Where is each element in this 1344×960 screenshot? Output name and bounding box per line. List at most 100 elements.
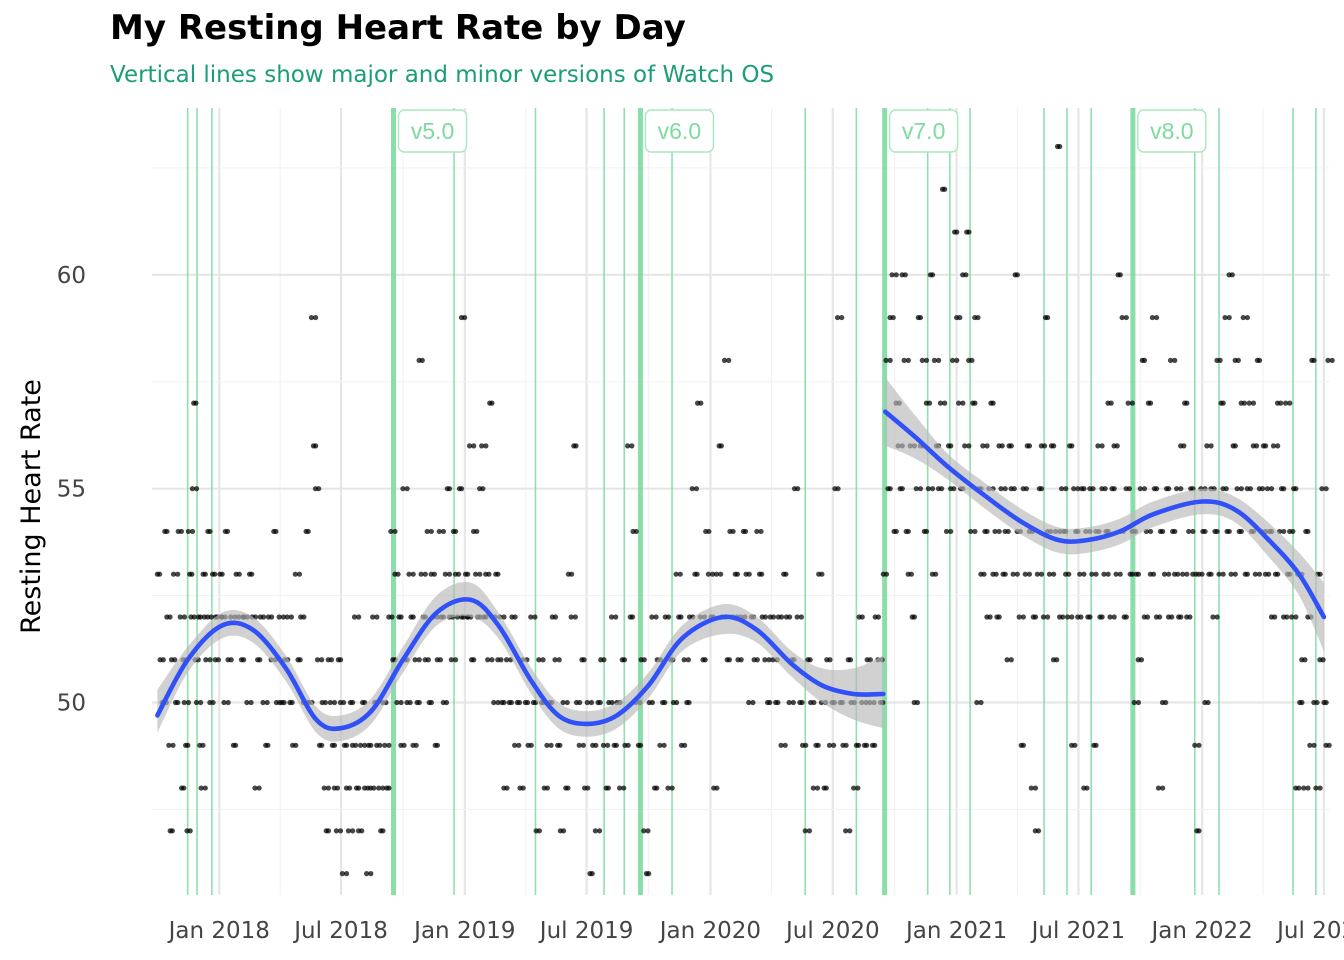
data-point bbox=[301, 614, 307, 620]
data-point bbox=[187, 828, 193, 834]
data-point bbox=[855, 785, 861, 791]
data-point bbox=[1060, 614, 1066, 620]
data-point bbox=[483, 443, 489, 449]
data-point bbox=[597, 699, 603, 706]
data-point bbox=[172, 657, 178, 663]
data-point bbox=[177, 614, 183, 620]
data-point bbox=[1323, 486, 1329, 492]
data-point bbox=[407, 699, 413, 706]
data-point bbox=[799, 699, 805, 706]
data-point bbox=[392, 528, 398, 535]
data-point bbox=[305, 528, 311, 535]
data-point bbox=[1172, 357, 1178, 363]
data-point bbox=[827, 657, 833, 663]
data-point bbox=[1038, 571, 1045, 577]
data-point bbox=[560, 828, 567, 834]
data-point bbox=[386, 785, 392, 791]
data-point bbox=[1301, 785, 1307, 791]
data-point bbox=[1250, 400, 1257, 406]
data-point bbox=[762, 657, 768, 663]
data-point bbox=[164, 528, 170, 535]
data-point bbox=[685, 657, 691, 663]
data-point bbox=[313, 443, 319, 449]
data-point bbox=[1071, 486, 1077, 492]
data-point bbox=[954, 229, 960, 235]
data-point bbox=[665, 785, 671, 791]
data-point bbox=[1023, 486, 1030, 492]
data-point bbox=[673, 571, 679, 577]
data-point bbox=[908, 571, 914, 577]
data-point bbox=[380, 785, 386, 791]
data-point bbox=[495, 571, 501, 577]
data-point bbox=[750, 699, 756, 706]
data-point bbox=[1099, 443, 1105, 449]
data-point bbox=[410, 614, 416, 620]
data-point bbox=[418, 571, 424, 577]
data-point bbox=[957, 314, 963, 321]
data-point bbox=[954, 357, 960, 363]
smooth-line-segment bbox=[155, 597, 886, 732]
data-point bbox=[905, 528, 911, 535]
data-point bbox=[462, 314, 468, 321]
data-point bbox=[1253, 443, 1260, 449]
data-point bbox=[167, 614, 173, 620]
data-point bbox=[839, 314, 845, 321]
data-point bbox=[815, 742, 821, 748]
data-point bbox=[350, 828, 356, 834]
data-point bbox=[1101, 571, 1107, 577]
data-point bbox=[1117, 272, 1123, 278]
data-point bbox=[170, 571, 177, 577]
data-point bbox=[1004, 657, 1010, 663]
data-point bbox=[1282, 400, 1289, 406]
data-point bbox=[1169, 614, 1175, 620]
data-point bbox=[980, 443, 986, 449]
data-point bbox=[654, 785, 660, 791]
data-point bbox=[1147, 400, 1154, 406]
data-point bbox=[412, 657, 418, 663]
data-point bbox=[489, 657, 495, 663]
data-point bbox=[925, 486, 931, 492]
data-point bbox=[1099, 614, 1105, 620]
data-point bbox=[552, 657, 558, 663]
data-point bbox=[1299, 699, 1305, 706]
data-point bbox=[556, 657, 562, 663]
data-point bbox=[1081, 486, 1087, 492]
data-point bbox=[1150, 571, 1157, 577]
data-point bbox=[1232, 443, 1238, 449]
data-point bbox=[872, 742, 878, 748]
data-point bbox=[1034, 571, 1040, 577]
data-point bbox=[770, 657, 776, 663]
data-point bbox=[1045, 614, 1051, 620]
data-point bbox=[638, 742, 644, 748]
data-point bbox=[851, 785, 857, 791]
data-point bbox=[596, 828, 603, 834]
data-point bbox=[557, 742, 563, 748]
data-point bbox=[508, 699, 515, 706]
data-point bbox=[963, 272, 969, 278]
data-point bbox=[990, 400, 996, 406]
data-point bbox=[1054, 657, 1060, 663]
data-point bbox=[929, 272, 936, 278]
data-point bbox=[677, 571, 683, 577]
data-point bbox=[746, 571, 752, 577]
data-point bbox=[693, 486, 700, 492]
data-point bbox=[629, 614, 636, 620]
data-point bbox=[984, 528, 990, 535]
data-point bbox=[1204, 443, 1210, 449]
data-point bbox=[452, 657, 459, 663]
data-point bbox=[353, 742, 359, 748]
data-point bbox=[929, 486, 936, 492]
data-point bbox=[1026, 443, 1033, 449]
data-point bbox=[811, 699, 817, 706]
data-point bbox=[867, 657, 873, 663]
data-point bbox=[280, 614, 286, 620]
data-point bbox=[914, 699, 921, 706]
data-point bbox=[191, 614, 197, 620]
data-point bbox=[1302, 657, 1308, 663]
data-point bbox=[292, 571, 298, 577]
data-point bbox=[831, 742, 837, 748]
data-point bbox=[219, 571, 225, 577]
data-point bbox=[260, 614, 267, 620]
data-point bbox=[746, 699, 752, 706]
data-point bbox=[653, 614, 659, 620]
